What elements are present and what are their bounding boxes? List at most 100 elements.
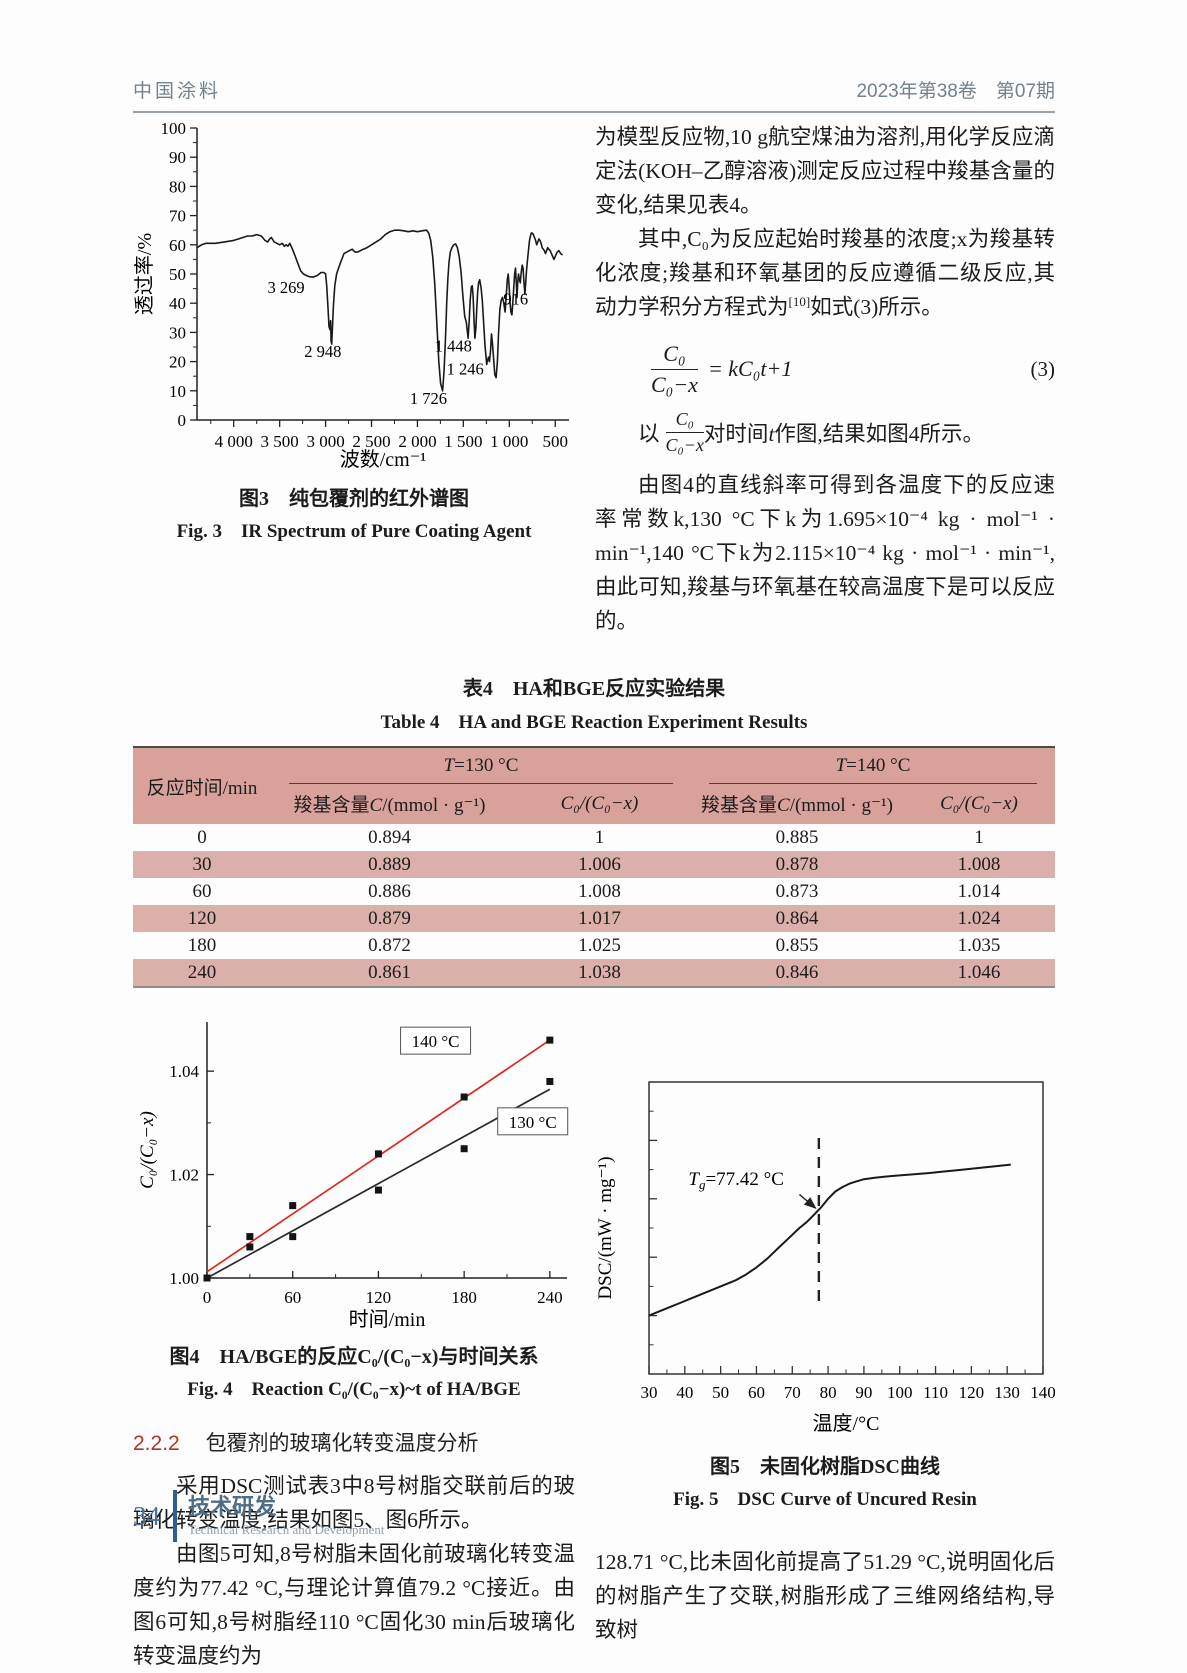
svg-text:3 500: 3 500 (261, 432, 299, 451)
cell: 0 (197, 826, 207, 848)
fraction-denominator: C₀−x (651, 371, 698, 397)
cell: 1.038 (508, 959, 691, 987)
page-footer: 34 技术研发 Technical Research and Developme… (133, 1490, 385, 1542)
page-content: 0 10 20 30 40 50 60 70 80 90 100 4 000 3 500 3 000 2 5… (133, 120, 1055, 1673)
col-group-140: T=140 °C (691, 747, 1055, 784)
para2-b: 如式(3)所示。 (810, 295, 943, 319)
equation-3: C₀ C₀−x = kC₀t+1 (3) (595, 340, 1055, 398)
svg-text:240: 240 (537, 1288, 563, 1307)
data-point (289, 1233, 297, 1241)
dsc-curve (648, 1163, 1011, 1317)
table4-block: 表4 HA和BGE反应实验结果 Table 4 HA and BGE React… (133, 672, 1055, 988)
data-point (460, 1093, 468, 1101)
svg-text:30: 30 (641, 1383, 658, 1402)
figure4-block: 1.00 1.02 1.04 0 60 120 180 240 130 °C 140 °C 时间/m… (133, 1010, 575, 1673)
footer-section-en: Technical Research and Development (188, 1521, 385, 1537)
cell: 1.035 (957, 934, 1001, 956)
paragraph: 由图5可知,8号树脂未固化前玻璃化转变温度约为77.42 °C,与理论计算值79… (133, 1542, 575, 1668)
svg-text:120: 120 (366, 1288, 392, 1307)
svg-text:60: 60 (748, 1383, 765, 1402)
svg-text:2 500: 2 500 (352, 432, 390, 451)
svg-text:100: 100 (887, 1383, 913, 1402)
svg-text:80: 80 (820, 1383, 837, 1402)
figure5-block: 30 40 50 60 70 80 90 100 110 120 130 140 Tg=77.42 °C… (595, 1010, 1055, 1673)
fig3-svg: 0 10 20 30 40 50 60 70 80 90 100 4 000 3 500 3 000 2 5… (133, 120, 569, 471)
footer-section: 技术研发 Technical Research and Development (188, 1494, 385, 1537)
svg-text:40: 40 (169, 294, 186, 313)
svg-text:3 000: 3 000 (306, 432, 344, 451)
svg-text:100: 100 (161, 120, 187, 138)
table-body: 0 0.894 1 0.885 1 30 0.889 1.006 0.878 1.008 60 0.8… (133, 824, 1055, 987)
paragraph: 为模型反应物,10 g航空煤油为溶剂,用化学反应滴定法(KOH–乙醇溶液)测定反… (595, 125, 1055, 217)
para2-a: 其中,C₀为反应起始时羧基的浓度;x为羧基转化浓度;羧基和环氧基团的反应遵循二级… (595, 227, 1055, 319)
fig4-caption-en: Fig. 4 Reaction C₀/(C₀−x)~t of HA/BGE (187, 1379, 521, 1400)
svg-text:1.02: 1.02 (169, 1166, 199, 1185)
citation-10: [10] (788, 293, 811, 309)
cell: 0.864 (691, 905, 903, 932)
col-header-time: 反应时间/min (133, 747, 271, 824)
svg-text:透过率/%: 透过率/% (133, 233, 156, 315)
svg-text:时间/min: 时间/min (349, 1308, 426, 1331)
cell: 1.025 (578, 934, 621, 956)
page-number: 34 (133, 1500, 160, 1531)
data-point (374, 1186, 382, 1194)
svg-text:90: 90 (855, 1383, 872, 1402)
fig3-chart: 0 10 20 30 40 50 60 70 80 90 100 4 000 3 500 3 000 2 5… (133, 120, 575, 474)
fig4-svg: 1.00 1.02 1.04 0 60 120 180 240 130 °C 140 °C 时间/m… (137, 1022, 569, 1331)
svg-text:20: 20 (169, 353, 186, 372)
svg-text:130: 130 (994, 1383, 1020, 1402)
svg-text:波数/cm⁻¹: 波数/cm⁻¹ (340, 448, 427, 471)
cell: 120 (133, 905, 271, 932)
equation-fraction: C₀ C₀−x (651, 340, 698, 398)
peak-label: 2 948 (304, 342, 341, 361)
cell: 1.008 (578, 880, 621, 902)
svg-text:70: 70 (169, 207, 186, 226)
svg-text:4 000: 4 000 (215, 432, 253, 451)
ir-curve (196, 229, 564, 392)
svg-text:2 000: 2 000 (398, 432, 436, 451)
svg-text:1.04: 1.04 (169, 1062, 199, 1081)
svg-text:180: 180 (451, 1288, 477, 1307)
table4-title-en: Table 4 HA and BGE Reaction Experiment R… (380, 712, 808, 733)
cell: 1.017 (508, 905, 691, 932)
col-header-carboxyl-130: 羧基含量C/(mmol · g⁻¹) (271, 784, 508, 824)
svg-text:30: 30 (169, 323, 186, 342)
col-header-ratio-130: C₀/(C₀−x) (508, 784, 691, 824)
data-point (246, 1233, 254, 1241)
cell: 0.846 (691, 959, 903, 987)
table-row: 240 0.861 1.038 0.846 1.046 (133, 959, 1055, 987)
cell: 180 (187, 934, 217, 956)
svg-text:80: 80 (169, 177, 186, 196)
peak-label: 1 448 (435, 336, 472, 355)
fig3-caption-en: Fig. 3 IR Spectrum of Pure Coating Agent (176, 521, 532, 542)
cell: 0.879 (271, 905, 508, 932)
equation-number: (3) (1030, 356, 1056, 381)
col-group-130: T=130 °C (271, 747, 691, 784)
journal-name: 中国涂料 (133, 81, 222, 102)
peak-label: 916 (503, 290, 528, 309)
svg-text:60: 60 (284, 1288, 301, 1307)
cell: 0.894 (368, 826, 411, 848)
data-point (460, 1145, 468, 1153)
plot-suffix: 对时间t作图,结果如图4所示。 (703, 421, 985, 446)
svg-text:140: 140 (1030, 1383, 1055, 1402)
fig5-svg: 30 40 50 60 70 80 90 100 110 120 130 140 Tg=77.42 °C… (595, 1081, 1055, 1435)
tg-label: Tg=77.42 °C (688, 1169, 784, 1192)
section-heading: 2.2.2 包覆剂的玻璃化转变温度分析 (133, 1427, 575, 1457)
cell: 1 (974, 826, 984, 848)
table-row: 0 0.894 1 0.885 1 (133, 824, 1055, 851)
cell: 1.008 (903, 851, 1055, 878)
fraction-numerator: C₀ (665, 408, 704, 433)
svg-text:0: 0 (178, 411, 187, 430)
table4-header: 反应时间/min T=130 °C T=140 °C 羧基含量C/(mmol ·… (133, 747, 1055, 824)
table-row: 30 0.889 1.006 0.878 1.008 (133, 851, 1055, 878)
svg-text:1 000: 1 000 (490, 432, 528, 451)
data-point (374, 1150, 382, 1158)
svg-text:1.00: 1.00 (169, 1269, 199, 1288)
cell: 0.872 (368, 934, 411, 956)
svg-text:C₀/(C₀−x): C₀/(C₀−x) (137, 1111, 158, 1189)
plot-statement: 以 C₀ C₀−x 对时间t作图,结果如图4所示。 (595, 408, 1055, 456)
fraction-numerator: C₀ (651, 340, 698, 370)
paragraph: 采用DSC测试表3中8号树脂交联前后的玻璃化转变温度,结果如图5、图6所示。 (133, 1474, 575, 1532)
cell: 0.889 (271, 851, 508, 878)
